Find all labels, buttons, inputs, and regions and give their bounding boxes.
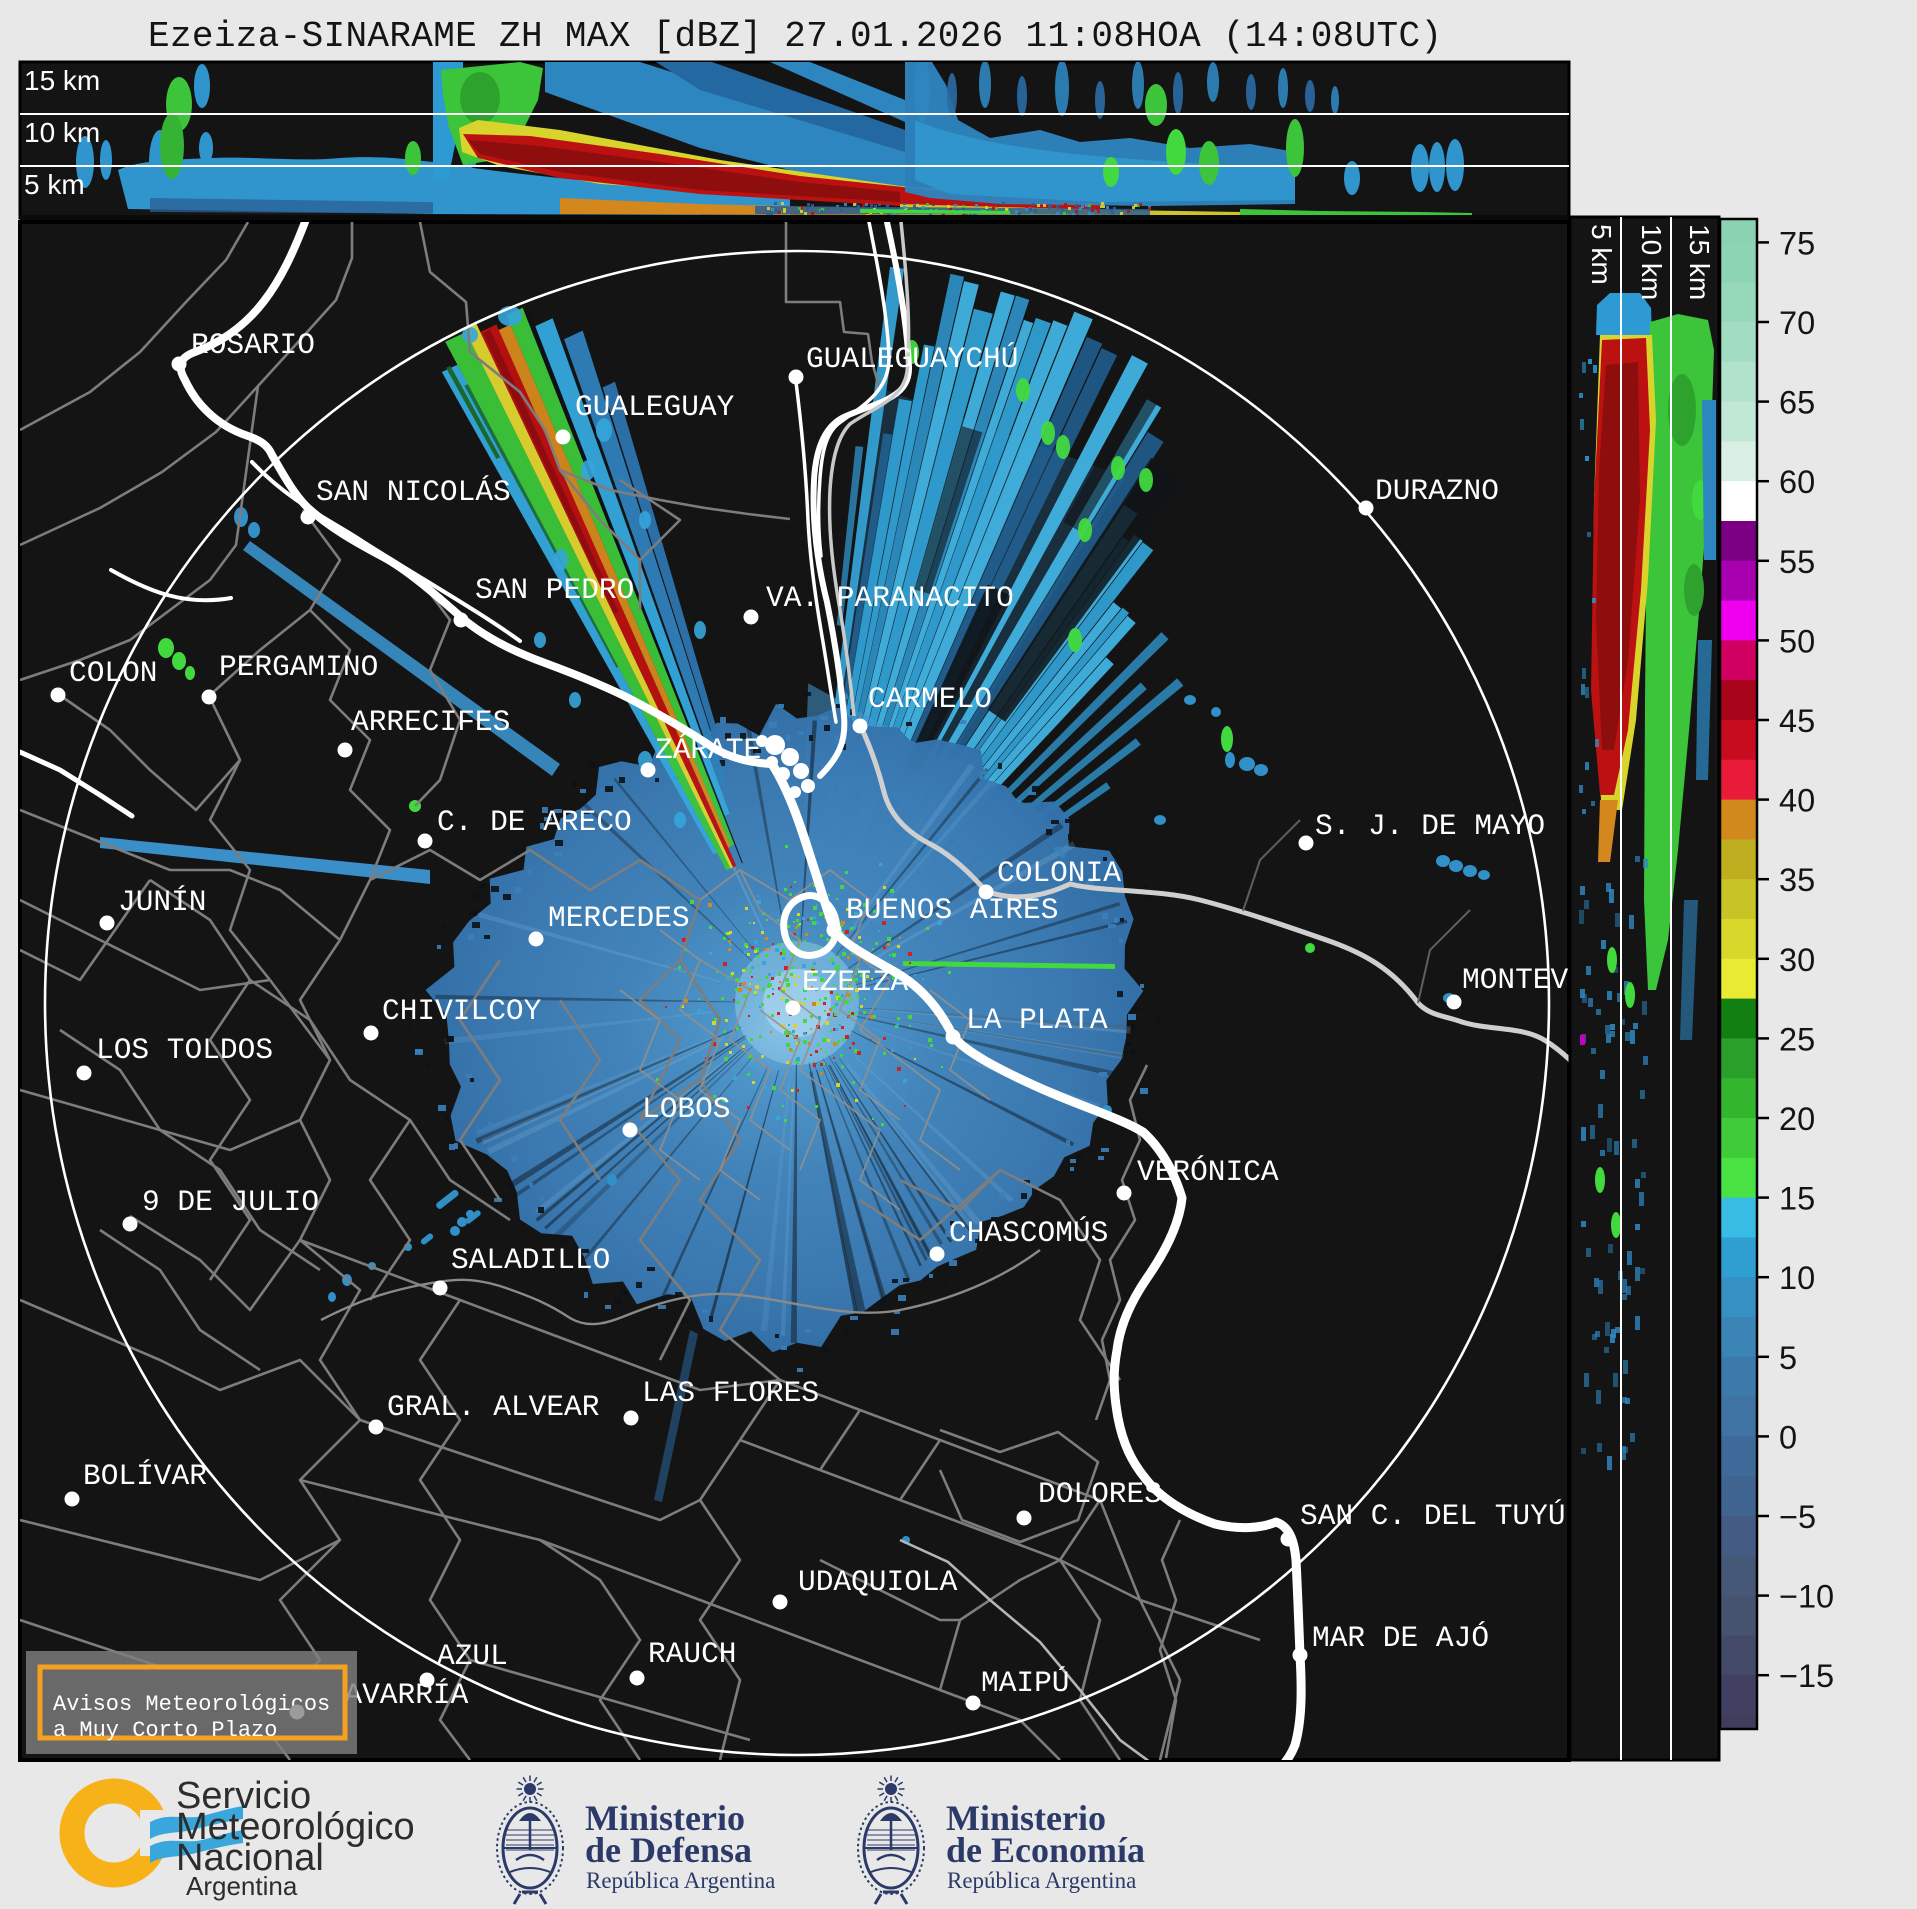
svg-text:GUALEGUAY: GUALEGUAY <box>575 390 735 424</box>
svg-text:15: 15 <box>1779 1181 1815 1217</box>
svg-text:30: 30 <box>1779 942 1815 978</box>
svg-text:de Economía: de Economía <box>946 1830 1145 1870</box>
svg-text:MERCEDES: MERCEDES <box>548 901 690 935</box>
svg-text:RAUCH: RAUCH <box>648 1637 737 1671</box>
svg-text:LOBOS: LOBOS <box>642 1092 731 1126</box>
svg-text:SAN C. DEL TUYÚ: SAN C. DEL TUYÚ <box>1300 1499 1566 1533</box>
svg-text:JUNÍN: JUNÍN <box>118 885 207 919</box>
svg-text:10 km: 10 km <box>24 117 100 148</box>
svg-text:CHIVILCOY: CHIVILCOY <box>382 994 542 1028</box>
svg-text:de Defensa: de Defensa <box>585 1830 752 1870</box>
svg-text:−5: −5 <box>1779 1499 1816 1535</box>
svg-text:45: 45 <box>1779 703 1815 739</box>
svg-text:5: 5 <box>1779 1340 1797 1376</box>
svg-text:20: 20 <box>1779 1101 1815 1137</box>
svg-text:9 DE JULIO: 9 DE JULIO <box>142 1185 319 1219</box>
svg-text:10 km: 10 km <box>1636 224 1667 300</box>
svg-text:−10: −10 <box>1779 1579 1834 1615</box>
svg-text:50: 50 <box>1779 623 1815 659</box>
svg-text:BOLÍVAR: BOLÍVAR <box>83 1459 207 1493</box>
svg-text:VERÓNICA: VERÓNICA <box>1137 1155 1279 1189</box>
svg-text:60: 60 <box>1779 464 1815 500</box>
svg-text:Argentina: Argentina <box>186 1871 298 1901</box>
svg-text:MAR DE AJÓ: MAR DE AJÓ <box>1312 1621 1489 1655</box>
svg-text:Ministerio: Ministerio <box>946 1798 1106 1838</box>
svg-text:15 km: 15 km <box>24 65 100 96</box>
svg-text:DURAZNO: DURAZNO <box>1375 474 1499 508</box>
svg-text:−15: −15 <box>1779 1658 1834 1694</box>
svg-text:Avisos Meteorológicos: Avisos Meteorológicos <box>53 1692 330 1717</box>
svg-text:40: 40 <box>1779 783 1815 819</box>
svg-text:65: 65 <box>1779 385 1815 421</box>
svg-text:10: 10 <box>1779 1260 1815 1296</box>
svg-text:LAS FLORES: LAS FLORES <box>642 1376 819 1410</box>
svg-text:0: 0 <box>1779 1419 1797 1455</box>
svg-text:República Argentina: República Argentina <box>586 1868 775 1893</box>
svg-text:SAN PEDRO: SAN PEDRO <box>475 573 634 607</box>
svg-text:5 km: 5 km <box>24 169 85 200</box>
svg-text:EZEIZA: EZEIZA <box>802 965 909 999</box>
svg-text:LA PLATA: LA PLATA <box>966 1003 1108 1037</box>
svg-text:UDAQUIOLA: UDAQUIOLA <box>798 1565 958 1599</box>
svg-text:AZUL: AZUL <box>437 1639 508 1673</box>
svg-text:35: 35 <box>1779 862 1815 898</box>
svg-text:CHASCOMÚS: CHASCOMÚS <box>949 1216 1108 1250</box>
svg-text:MONTEVIDEO: MONTEVIDEO <box>1462 963 1639 997</box>
svg-text:GUALEGUAYCHÚ: GUALEGUAYCHÚ <box>806 342 1018 376</box>
svg-text:GRAL. ALVEAR: GRAL. ALVEAR <box>387 1390 599 1424</box>
svg-text:5 km: 5 km <box>1586 224 1617 285</box>
svg-text:MAIPÚ: MAIPÚ <box>981 1666 1070 1700</box>
svg-text:55: 55 <box>1779 544 1815 580</box>
svg-text:ROSARIO: ROSARIO <box>191 328 315 362</box>
svg-text:República Argentina: República Argentina <box>947 1868 1136 1893</box>
svg-text:Ministerio: Ministerio <box>585 1798 745 1838</box>
svg-text:DOLORES: DOLORES <box>1038 1477 1162 1511</box>
svg-text:Ezeiza-SINARAME ZH MAX [dBZ] 2: Ezeiza-SINARAME ZH MAX [dBZ] 27.01.2026 … <box>148 16 1442 57</box>
svg-text:S. J. DE MAYO: S. J. DE MAYO <box>1315 809 1545 843</box>
svg-text:BUENOS AIRES: BUENOS AIRES <box>846 893 1058 927</box>
svg-text:70: 70 <box>1779 305 1815 341</box>
svg-text:SALADILLO: SALADILLO <box>451 1243 610 1277</box>
svg-text:Meteorológico: Meteorológico <box>176 1806 415 1848</box>
svg-text:75: 75 <box>1779 225 1815 261</box>
svg-text:ZÁRATE: ZÁRATE <box>655 733 761 767</box>
svg-text:LOS TOLDOS: LOS TOLDOS <box>96 1033 273 1067</box>
svg-text:Servicio: Servicio <box>176 1775 311 1817</box>
svg-text:COLON: COLON <box>69 656 158 690</box>
svg-text:CARMELO: CARMELO <box>868 682 992 716</box>
svg-text:COLONIA: COLONIA <box>997 856 1121 890</box>
svg-text:SAN NICOLÁS: SAN NICOLÁS <box>316 475 511 509</box>
svg-text:VA. PARANACITO: VA. PARANACITO <box>766 581 1014 615</box>
svg-text:C. DE ARECO: C. DE ARECO <box>437 805 632 839</box>
svg-text:Nacional: Nacional <box>176 1837 324 1879</box>
svg-text:PERGAMINO: PERGAMINO <box>219 650 378 684</box>
svg-text:a Muy Corto Plazo: a Muy Corto Plazo <box>53 1718 277 1743</box>
svg-text:25: 25 <box>1779 1021 1815 1057</box>
svg-text:15 km: 15 km <box>1684 224 1715 300</box>
svg-text:ARRECIFES: ARRECIFES <box>351 705 510 739</box>
